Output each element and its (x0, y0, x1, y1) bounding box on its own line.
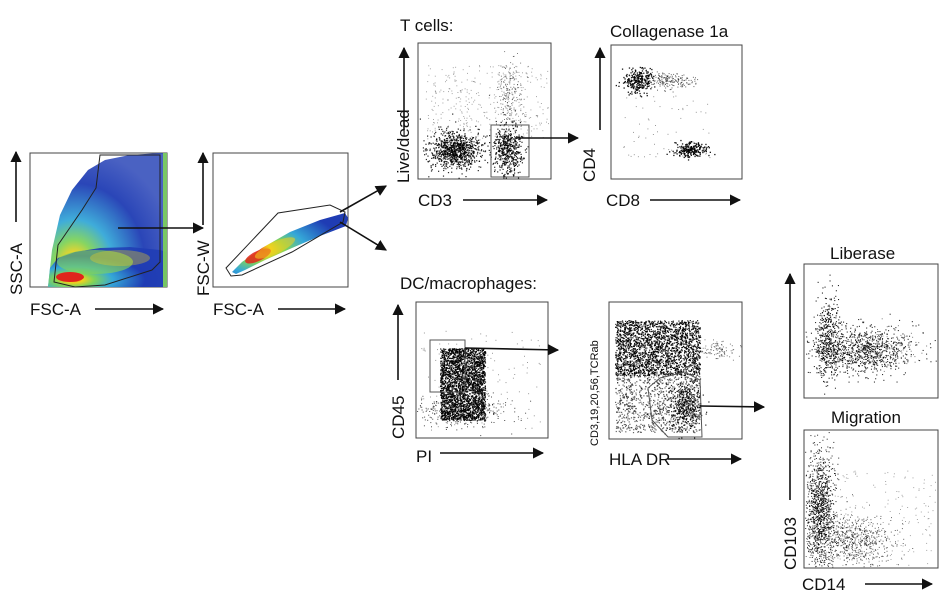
panel-singlets: FSC-W FSC-A (194, 151, 349, 319)
x-axis-label: CD14 (802, 575, 845, 594)
gate-polygon (225, 204, 346, 277)
panel-scatter-gating: SSC-A FSC-A (7, 150, 168, 319)
flow-arrow (339, 185, 387, 213)
panel-migration: Migration CD103 CD14 (781, 272, 939, 594)
gate-polygon (647, 371, 703, 438)
panel-liberase: Liberase (803, 244, 939, 399)
gate-rectangle (490, 124, 530, 178)
x-axis-label: FSC-A (213, 300, 265, 319)
plot-frame (610, 44, 743, 180)
y-axis-label: CD103 (781, 517, 800, 570)
density-plot (48, 153, 167, 287)
x-axis-label: CD3 (418, 191, 452, 210)
plot-frame (803, 263, 939, 399)
flow-arrow (464, 344, 560, 356)
dot-cloud (417, 330, 541, 437)
flow-arrow (699, 401, 766, 413)
gate-polygon (53, 154, 161, 288)
gate-rectangle (429, 339, 466, 393)
panel-header: T cells: (400, 16, 454, 35)
panel-t-cells: T cells: Live/dead CD3 (394, 16, 552, 210)
x-axis-label: HLA DR (609, 450, 670, 469)
dot-cloud (419, 51, 549, 179)
panel-dc-macrophages: DC/macrophages: CD45 PI (389, 274, 549, 466)
y-axis-label: CD3,19,20,56,TCRab (589, 340, 601, 446)
panel-collagenase: Collagenase 1a CD4 CD8 (580, 22, 743, 210)
panel-header: DC/macrophages: (400, 274, 537, 293)
density-plot (232, 213, 348, 274)
dot-cloud (615, 320, 742, 440)
dot-cloud (615, 66, 716, 161)
x-axis-label: PI (416, 447, 432, 466)
panel-title: Collagenase 1a (610, 22, 729, 41)
panel-title: Liberase (830, 244, 895, 263)
x-axis-label: CD8 (606, 191, 640, 210)
dot-cloud (805, 274, 937, 395)
panel-title: Migration (831, 408, 901, 427)
y-axis-label: CD45 (389, 396, 408, 439)
y-axis-label: FSC-W (194, 240, 213, 296)
y-axis-label: CD4 (580, 148, 599, 182)
dot-cloud (805, 432, 936, 568)
y-axis-label: SSC-A (7, 242, 26, 295)
x-axis-label: FSC-A (30, 300, 82, 319)
panel-lineage: CD3,19,20,56,TCRab HLA DR (589, 301, 743, 469)
flow-arrow (339, 221, 387, 251)
y-axis-label: Live/dead (394, 109, 413, 183)
